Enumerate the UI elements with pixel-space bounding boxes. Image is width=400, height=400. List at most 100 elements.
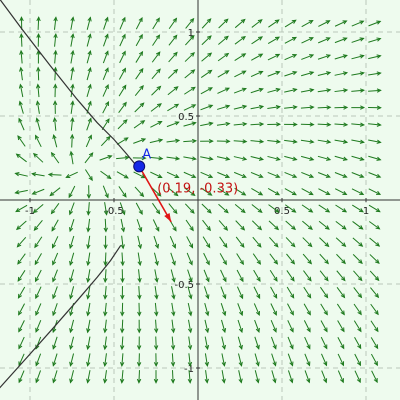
field-arrow-head	[70, 49, 75, 55]
field-arrow-shaft	[270, 336, 277, 349]
field-arrow	[268, 19, 280, 28]
field-arrow-shaft	[368, 72, 381, 76]
field-arrow-head	[136, 378, 142, 384]
field-arrow	[69, 269, 75, 283]
field-arrow-shaft	[368, 221, 380, 230]
solution-curve-lower	[0, 245, 122, 389]
field-arrow	[118, 84, 127, 97]
field-arrow-shaft	[219, 253, 227, 265]
field-arrow-head	[309, 139, 315, 144]
field-arrow-head	[292, 122, 298, 127]
field-arrow-shaft	[118, 68, 126, 80]
field-arrow-shaft	[351, 20, 364, 27]
field-arrow	[86, 16, 92, 30]
field-arrow-shaft	[54, 67, 57, 81]
field-arrow	[284, 204, 297, 213]
field-arrow-shaft	[369, 254, 380, 264]
field-arrow-head	[306, 327, 311, 333]
field-arrow-shaft	[200, 87, 213, 95]
field-arrow-head	[374, 293, 380, 299]
field-arrow-shaft	[118, 186, 127, 198]
field-arrow	[201, 203, 212, 214]
field-arrow-shaft	[33, 153, 44, 163]
field-arrow-head	[343, 139, 349, 144]
field-arrow-shaft	[171, 286, 175, 299]
field-arrow-head	[274, 208, 280, 213]
field-arrow-head	[35, 378, 40, 384]
field-arrow	[370, 287, 380, 299]
field-arrow	[137, 269, 142, 284]
field-arrow	[184, 86, 196, 95]
field-arrow-head	[360, 105, 366, 110]
field-arrow-head	[258, 87, 264, 92]
field-arrow-head	[326, 105, 332, 110]
field-arrow	[318, 20, 331, 27]
field-arrow-head	[87, 16, 92, 22]
field-arrow-head	[308, 208, 314, 213]
field-arrow	[200, 187, 213, 196]
field-arrow	[250, 139, 265, 144]
field-arrow	[32, 152, 44, 163]
field-arrow-shaft	[116, 171, 129, 179]
field-arrow	[84, 152, 94, 164]
field-arrow-head	[258, 36, 264, 41]
point-a[interactable]	[133, 160, 146, 173]
field-arrow	[204, 336, 210, 351]
field-arrow-head	[122, 84, 127, 90]
field-arrow-shaft	[233, 88, 247, 94]
field-arrow-shaft	[336, 287, 345, 298]
field-arrow	[69, 252, 75, 266]
point-group[interactable]: A	[133, 147, 152, 173]
field-arrow-head	[290, 242, 296, 248]
field-arrow	[134, 85, 144, 97]
field-arrow	[18, 100, 24, 114]
field-arrow-head	[289, 344, 294, 350]
field-arrow-shaft	[153, 235, 159, 249]
field-arrow-head	[121, 67, 126, 73]
field-arrow-head	[86, 244, 91, 250]
field-arrow	[270, 303, 277, 316]
field-arrow	[200, 69, 213, 78]
field-arrow	[70, 16, 75, 30]
field-arrow	[166, 121, 180, 128]
field-arrow	[238, 370, 243, 384]
field-arrow	[233, 121, 248, 127]
field-arrow-shaft	[35, 135, 42, 148]
field-arrow-head	[340, 310, 345, 316]
field-arrow-shaft	[203, 269, 210, 282]
field-arrow-shaft	[268, 204, 279, 213]
field-arrow-head	[137, 244, 143, 250]
x-tick-label: -0.5	[104, 206, 124, 217]
field-arrow-shaft	[368, 123, 381, 126]
field-arrow-head	[154, 277, 159, 283]
field-arrow-head	[289, 310, 294, 316]
field-arrow	[103, 302, 108, 317]
field-arrow-head	[309, 71, 315, 76]
field-arrow-head	[17, 259, 22, 265]
field-arrow	[68, 202, 75, 216]
field-arrow-head	[374, 327, 379, 333]
field-arrow	[353, 287, 363, 299]
field-arrow-shaft	[184, 86, 196, 95]
field-arrow-head	[65, 174, 71, 179]
field-arrow-shaft	[69, 202, 75, 215]
field-arrow-head	[205, 260, 210, 266]
field-arrow	[150, 121, 163, 128]
field-arrow-shaft	[284, 88, 297, 93]
field-arrow-head	[87, 117, 92, 123]
field-arrow-head	[206, 18, 212, 23]
y-tick-label: 1	[188, 28, 194, 39]
field-arrow	[318, 37, 331, 44]
field-arrow-head	[187, 345, 193, 351]
field-arrow-head	[357, 327, 362, 333]
field-arrow-shaft	[70, 151, 74, 165]
field-arrow-head	[208, 104, 214, 109]
field-arrow-shaft	[134, 186, 144, 197]
field-arrow	[284, 171, 298, 178]
field-arrow-head	[119, 378, 125, 384]
field-arrow-head	[343, 122, 349, 127]
field-arrow	[300, 122, 315, 127]
field-arrow	[18, 336, 25, 350]
field-arrow-shaft	[34, 220, 43, 231]
